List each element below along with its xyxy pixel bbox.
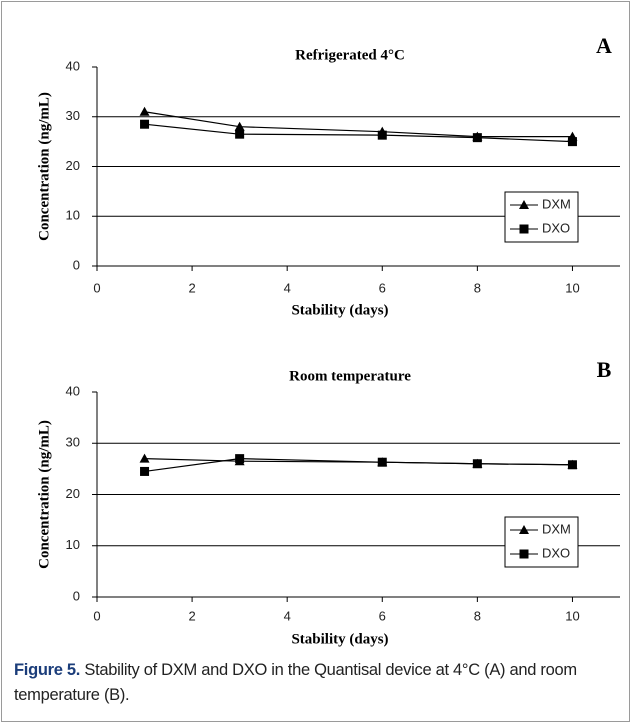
x-tick-label: 6 — [379, 280, 386, 295]
y-tick-label: 40 — [66, 383, 80, 398]
x-tick-label: 10 — [565, 608, 579, 623]
marker-square — [235, 129, 245, 139]
chart-title: Room temperature — [289, 368, 411, 384]
x-tick-label: 2 — [188, 608, 195, 623]
legend-label: DXM — [542, 196, 571, 211]
legend-label: DXO — [542, 220, 570, 235]
marker-square — [140, 466, 150, 476]
marker-square — [377, 130, 387, 140]
x-tick-label: 2 — [188, 280, 195, 295]
y-tick-label: 20 — [66, 158, 80, 173]
legend-marker — [519, 549, 529, 559]
marker-square — [235, 454, 245, 464]
x-axis-label: Stability (days) — [291, 631, 388, 647]
chart: Refrigerated 4°C A 0 10 20 30 40 0 2 4 6 8 10 Stabili… — [36, 33, 620, 318]
series-line — [144, 123, 573, 143]
marker-square — [472, 133, 482, 143]
x-tick-label: 4 — [284, 280, 291, 295]
panel-label: B — [597, 357, 612, 382]
legend-label: DXM — [542, 521, 571, 536]
y-tick-label: 10 — [66, 208, 80, 223]
x-tick-label: 8 — [474, 280, 481, 295]
legend-marker — [519, 224, 529, 234]
marker-square — [140, 119, 150, 129]
marker-triangle — [139, 106, 150, 116]
marker-triangle — [139, 453, 150, 463]
panel-label: A — [596, 33, 612, 58]
chart-title: Refrigerated 4°C — [295, 47, 405, 63]
x-tick-label: 0 — [93, 608, 100, 623]
x-axis-label: Stability (days) — [291, 302, 388, 318]
y-tick-label: 30 — [66, 108, 80, 123]
x-tick-label: 4 — [284, 608, 291, 623]
marker-square — [567, 137, 577, 147]
x-tick-label: 6 — [379, 608, 386, 623]
x-tick-label: 0 — [93, 280, 100, 295]
marker-square — [567, 460, 577, 470]
y-axis-label: Concentration (ng/mL) — [36, 92, 52, 241]
y-tick-label: 40 — [66, 58, 80, 73]
y-tick-label: 0 — [73, 257, 80, 272]
series-line — [144, 111, 573, 138]
legend-marker — [519, 200, 529, 209]
legend-marker — [519, 525, 529, 534]
chart: Room temperature B 0 10 20 30 40 0 2 4 6 8 10 Stabili… — [36, 357, 620, 647]
x-tick-label: 8 — [474, 608, 481, 623]
marker-square — [377, 457, 387, 467]
y-tick-label: 30 — [66, 435, 80, 450]
caption: Figure 5. Stability of DXM and DXO in th… — [14, 658, 624, 708]
caption-text: Stability of DXM and DXO in the Quantisa… — [14, 661, 577, 704]
y-axis-label: Concentration (ng/mL) — [36, 420, 52, 569]
marker-square — [472, 459, 482, 469]
legend-box — [504, 191, 579, 243]
marker-triangle — [234, 121, 245, 131]
x-tick-label: 10 — [565, 280, 579, 295]
legend-box — [504, 516, 579, 568]
y-tick-label: 20 — [66, 486, 80, 501]
legend-label: DXO — [542, 545, 570, 560]
caption-label: Figure 5. — [14, 661, 81, 679]
y-tick-label: 0 — [73, 588, 80, 603]
y-tick-label: 10 — [66, 537, 80, 552]
